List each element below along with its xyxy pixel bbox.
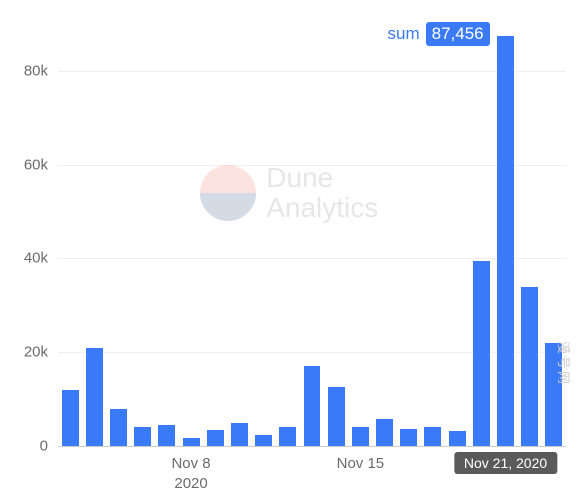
bar[interactable] [110, 409, 127, 447]
dune-watermark: Dune Analytics [200, 163, 378, 222]
bar[interactable] [86, 348, 103, 446]
grid-line [58, 258, 566, 259]
bar[interactable] [255, 435, 272, 446]
bar[interactable] [521, 287, 538, 446]
grid-line [58, 352, 566, 353]
grid-line [58, 71, 566, 72]
bar[interactable] [183, 438, 200, 446]
bar[interactable] [400, 429, 417, 446]
bar[interactable] [62, 390, 79, 446]
plot-area [58, 24, 566, 446]
bar[interactable] [279, 427, 296, 446]
tooltip-value-badge: 87,456 [426, 22, 490, 46]
y-tick-label: 0 [0, 438, 48, 455]
dune-logo-icon [200, 165, 256, 221]
y-tick-label: 60k [0, 156, 48, 173]
watermark-text: Dune Analytics [266, 163, 378, 222]
side-watermark: 漫号网 [555, 341, 574, 386]
bar-chart: Dune Analytics sum 87,456 Nov 21, 2020 漫… [0, 0, 580, 503]
grid-line [58, 446, 566, 447]
tooltip-series-label: sum [388, 24, 420, 44]
x-tick-label: Nov 15 [337, 454, 385, 474]
bar[interactable] [158, 425, 175, 446]
bar[interactable] [473, 261, 490, 446]
bar[interactable] [497, 36, 514, 446]
bar[interactable] [376, 419, 393, 446]
bar[interactable] [304, 366, 321, 446]
value-tooltip: sum 87,456 [388, 22, 490, 46]
bar[interactable] [424, 427, 441, 446]
y-tick-label: 40k [0, 250, 48, 267]
bar[interactable] [231, 423, 248, 446]
bar[interactable] [207, 430, 224, 446]
y-tick-label: 80k [0, 62, 48, 79]
bar[interactable] [134, 427, 151, 446]
y-tick-label: 20k [0, 344, 48, 361]
bar[interactable] [449, 431, 466, 446]
watermark-line1: Dune [266, 163, 378, 192]
bar[interactable] [328, 387, 345, 446]
bar[interactable] [352, 427, 369, 446]
watermark-line2: Analytics [266, 193, 378, 222]
x-highlight-badge: Nov 21, 2020 [454, 452, 557, 474]
x-tick-label: Nov 8 2020 [171, 454, 210, 493]
